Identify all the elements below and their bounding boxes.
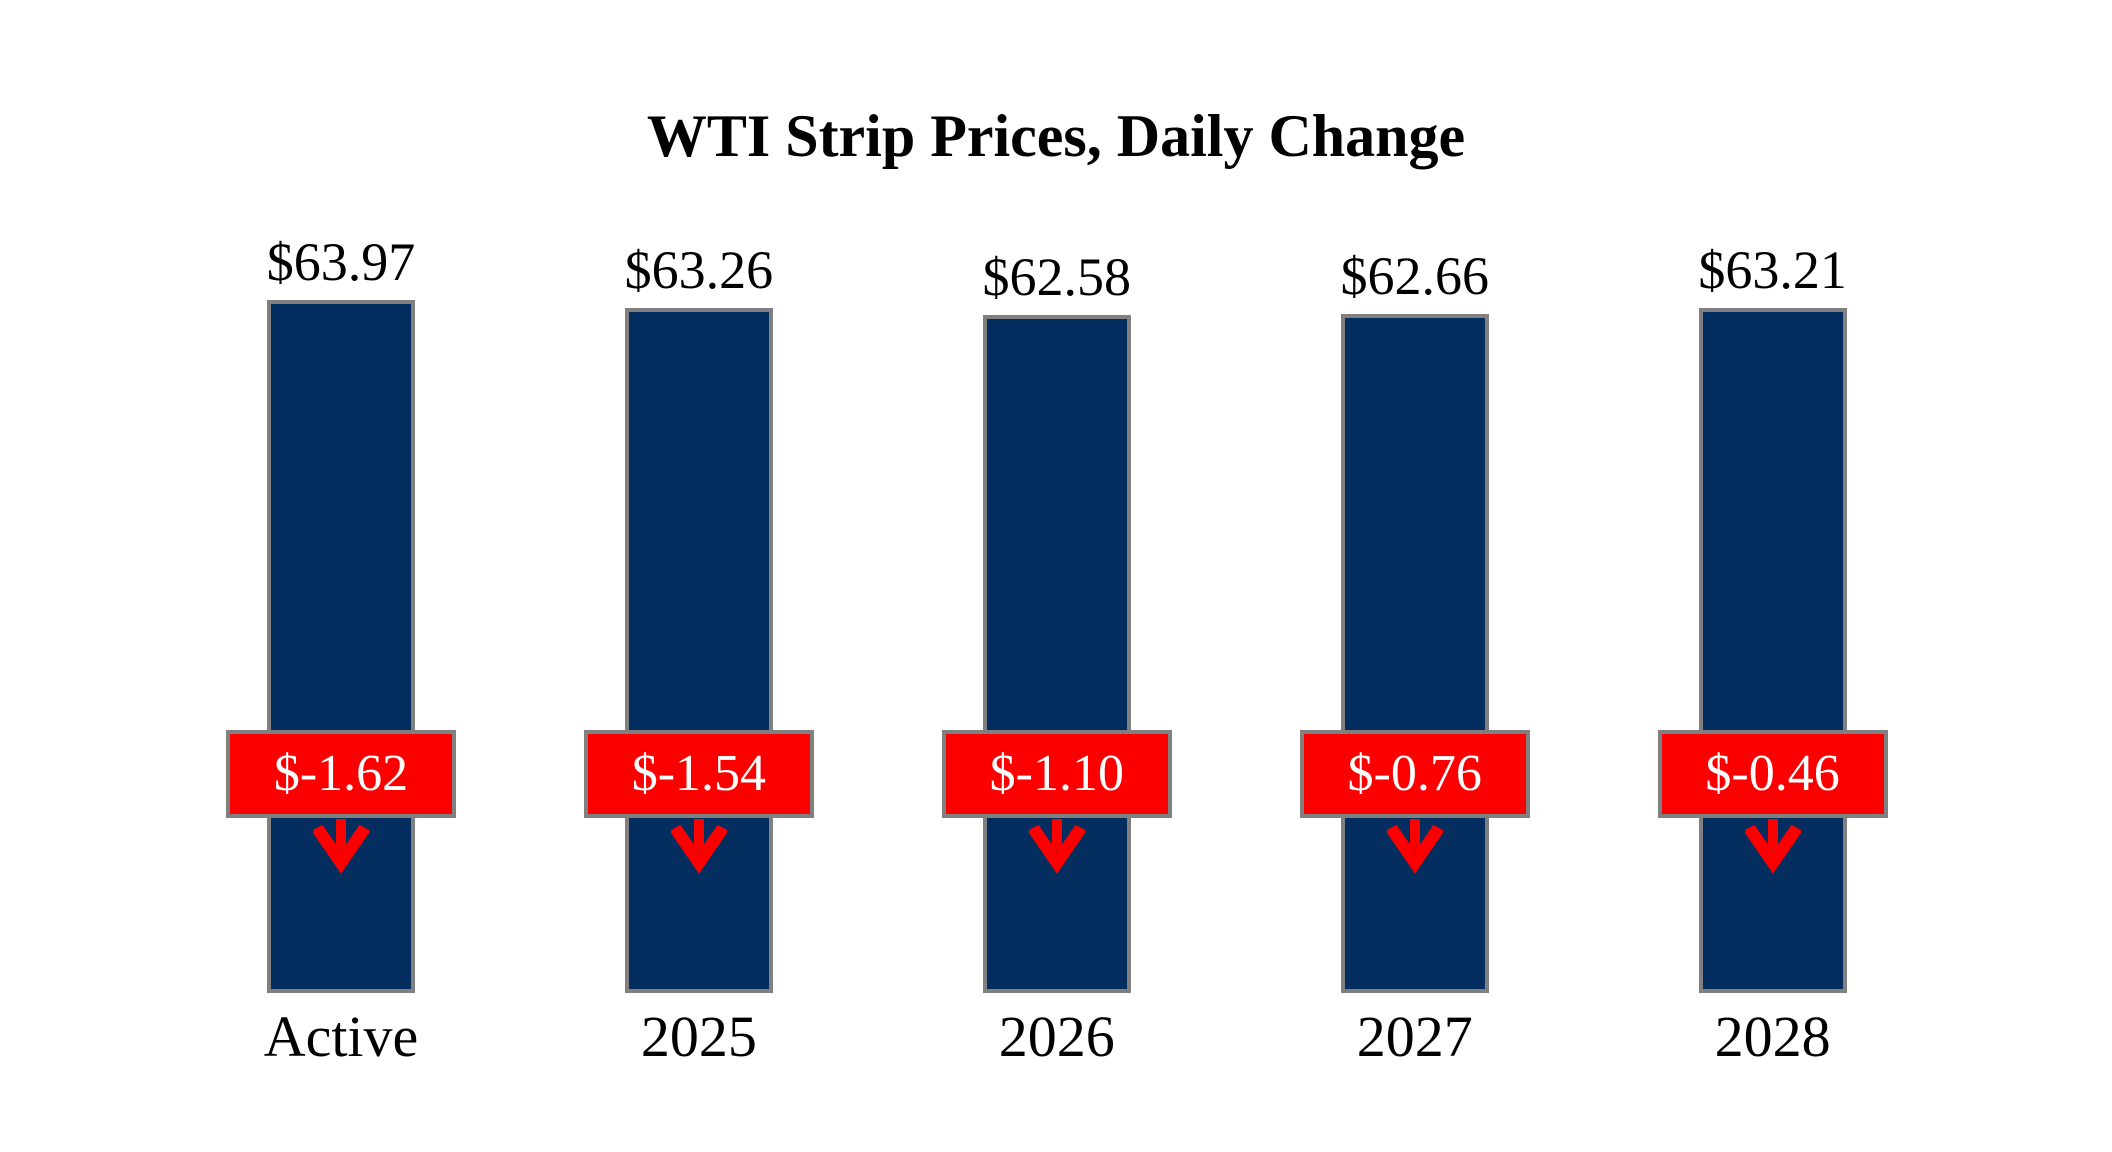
- price-bar: [982, 315, 1131, 993]
- daily-change-label: $-1.62: [273, 745, 409, 802]
- price-value-label: $62.66: [1340, 246, 1489, 307]
- price-bar: [1340, 314, 1489, 993]
- down-arrow-icon: [1744, 819, 1801, 874]
- daily-change-label: $-1.54: [631, 745, 767, 802]
- chart-title: WTI Strip Prices, Daily Change: [646, 103, 1466, 169]
- daily-change-label: $-1.10: [989, 745, 1124, 802]
- category-label: 2026: [998, 1004, 1115, 1069]
- category-label: 2028: [1714, 1004, 1831, 1069]
- daily-change-label: $-0.76: [1347, 745, 1482, 802]
- price-value-label: $62.58: [982, 247, 1132, 308]
- daily-change-badge: $-1.62: [226, 730, 456, 818]
- daily-change-label: $-0.46: [1705, 745, 1840, 802]
- category-label: 2025: [640, 1004, 757, 1069]
- price-value-label: $63.97: [266, 232, 416, 293]
- daily-change-badge: $-0.76: [1299, 730, 1530, 818]
- daily-change-badge: $-0.46: [1657, 730, 1888, 818]
- price-value-label: $63.21: [1698, 240, 1847, 301]
- price-bar: [624, 307, 773, 993]
- daily-change-badge: $-1.10: [941, 730, 1172, 818]
- down-arrow-icon: [313, 819, 369, 874]
- down-arrow-icon: [1028, 819, 1085, 874]
- price-value-label: $63.26: [624, 239, 774, 300]
- down-arrow-icon: [1386, 819, 1443, 874]
- daily-change-badge: $-1.54: [583, 730, 814, 818]
- down-arrow-icon: [670, 819, 727, 874]
- price-bar: [267, 300, 415, 993]
- price-bar: [1698, 308, 1847, 993]
- category-label: 2027: [1356, 1004, 1473, 1069]
- category-label: Active: [263, 1004, 419, 1069]
